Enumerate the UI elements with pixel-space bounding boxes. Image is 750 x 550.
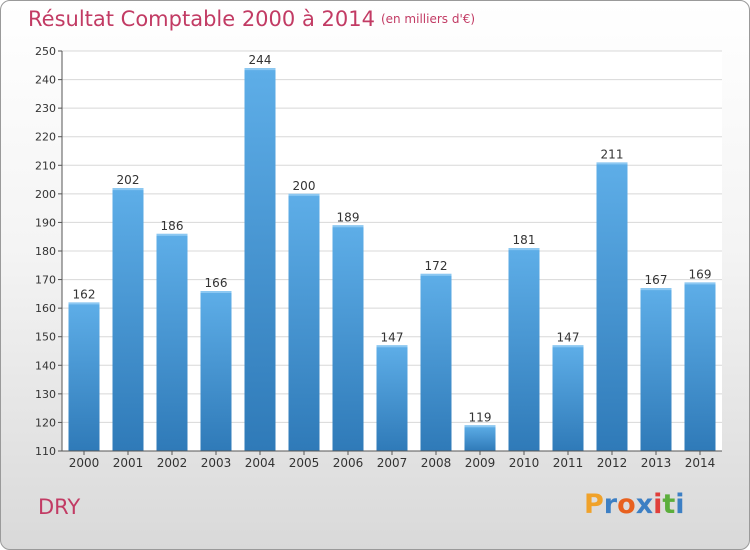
data-label-2002: 186: [161, 219, 184, 233]
logo-letter: r: [603, 489, 618, 520]
x-tick-label-2013: 2013: [641, 456, 672, 470]
axes: 110 120 130 140 150 160 170 180 190 200 210 220 230 2…: [35, 45, 722, 470]
y-tick-label: 170: [35, 274, 56, 287]
y-tick-label: 190: [35, 216, 56, 229]
bar-2002: [156, 233, 188, 451]
y-tick-label: 240: [35, 74, 56, 87]
bar-2004: [244, 68, 276, 452]
y-tick-label: 120: [35, 416, 56, 429]
data-label-2001: 202: [117, 173, 140, 187]
x-tick-label-2004: 2004: [245, 456, 276, 470]
y-tick-label: 250: [35, 45, 56, 58]
data-label-2009: 119: [469, 410, 492, 424]
bars: [68, 68, 716, 452]
x-tick-label-2001: 2001: [113, 456, 144, 470]
data-label-2004: 244: [249, 53, 272, 67]
y-tick-label: 230: [35, 102, 56, 115]
bar-highlight: [376, 345, 408, 348]
bar-highlight: [332, 225, 364, 228]
y-tick-label: 140: [35, 359, 56, 372]
x-tick-label-2010: 2010: [509, 456, 540, 470]
bar-highlight: [156, 233, 188, 236]
y-tick-label: 110: [35, 445, 56, 458]
logo-letter: i: [653, 489, 663, 520]
bar-2003: [200, 291, 232, 451]
data-label-2012: 211: [601, 147, 624, 161]
x-tick-label-2000: 2000: [69, 456, 100, 470]
y-tick-label: 130: [35, 388, 56, 401]
y-tick-label: 210: [35, 159, 56, 172]
x-tick-label-2011: 2011: [553, 456, 584, 470]
x-tick-label-2012: 2012: [597, 456, 628, 470]
data-label-2000: 162: [73, 287, 96, 301]
bar-highlight: [288, 193, 320, 196]
chart-subtitle: (en milliers d'€): [380, 12, 476, 26]
logo-letter: t: [662, 489, 676, 520]
data-label-2014: 169: [689, 267, 712, 281]
logo-letter: x: [635, 489, 654, 520]
x-tick-label-2007: 2007: [377, 456, 408, 470]
bar-2005: [288, 193, 320, 451]
x-tick-label-2003: 2003: [201, 456, 232, 470]
place-name: DRY: [38, 495, 81, 519]
data-label-2006: 189: [337, 210, 360, 224]
data-label-2008: 172: [425, 259, 448, 273]
logo-letter: i: [675, 489, 685, 520]
y-tick-label: 150: [35, 331, 56, 344]
bar-highlight: [464, 425, 496, 428]
logo-letter: o: [617, 489, 636, 520]
data-label-2013: 167: [645, 273, 668, 287]
bar-highlight: [684, 282, 716, 285]
bar-highlight: [420, 273, 452, 276]
bar-2012: [596, 162, 628, 451]
bar-highlight: [112, 188, 144, 191]
y-tick-label: 220: [35, 131, 56, 144]
data-label-2003: 166: [205, 276, 228, 290]
x-tick-label-2002: 2002: [157, 456, 188, 470]
bar-highlight: [68, 302, 100, 305]
logo-letter: P: [584, 489, 604, 520]
bar-2011: [552, 345, 584, 451]
bar-2010: [508, 248, 540, 451]
x-tick-label-2006: 2006: [333, 456, 364, 470]
bar-2008: [420, 273, 452, 451]
proxiti-logo: Proxiti: [584, 489, 685, 520]
chart-title: Résultat Comptable 2000 à 2014 (en millie…: [28, 7, 475, 31]
bar-highlight: [244, 68, 276, 71]
x-tick-label-2009: 2009: [465, 456, 496, 470]
bar-highlight: [552, 345, 584, 348]
data-label-2005: 200: [293, 179, 316, 193]
x-tick-label-2014: 2014: [685, 456, 716, 470]
bar-2014: [684, 282, 716, 451]
bar-2007: [376, 345, 408, 451]
data-label-2011: 147: [557, 330, 580, 344]
data-label-2010: 181: [513, 233, 536, 247]
bar-2001: [112, 188, 144, 451]
y-tick-label: 200: [35, 188, 56, 201]
bar-highlight: [200, 291, 232, 293]
bar-2000: [68, 302, 100, 451]
bar-highlight: [596, 162, 628, 165]
x-tick-label-2005: 2005: [289, 456, 320, 470]
data-labels: 162 202 186 166 244 200 189 147 172 119 181 147 211 1…: [73, 53, 712, 424]
data-label-2007: 147: [381, 330, 404, 344]
bar-highlight: [640, 288, 672, 291]
bar-2013: [640, 288, 672, 451]
chart-title-text: Résultat Comptable 2000 à 2014: [28, 7, 375, 31]
y-tick-label: 180: [35, 245, 56, 258]
bar-2009: [464, 425, 496, 451]
x-tick-label-2008: 2008: [421, 456, 452, 470]
y-tick-label: 160: [35, 302, 56, 315]
bar-2006: [332, 225, 364, 451]
bar-highlight: [508, 248, 540, 251]
